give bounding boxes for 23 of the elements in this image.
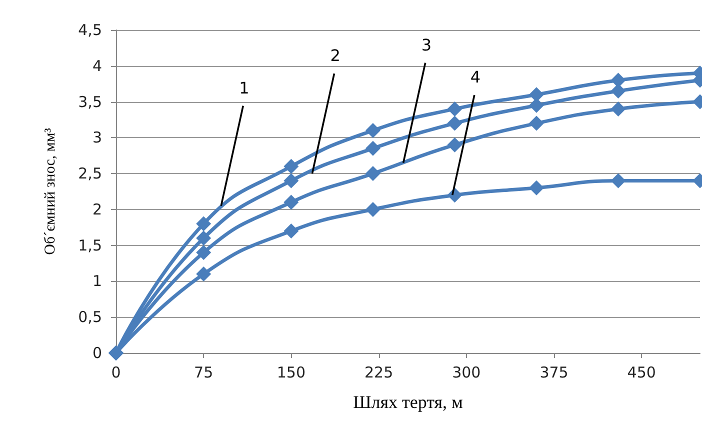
y-tick-label: 4,5: [78, 21, 102, 39]
y-tick-label: 2: [92, 200, 102, 218]
y-tick-label: 3,5: [78, 92, 102, 111]
annotation: 1: [239, 78, 250, 98]
y-tick-label: 1: [92, 272, 102, 290]
x-tick-label: 0: [111, 364, 121, 382]
x-tick-label: 300: [452, 364, 481, 382]
x-tick-label: 225: [364, 364, 394, 382]
y-axis-title: Об´ємний знос, мм³: [42, 128, 58, 255]
annotation: 2: [330, 46, 340, 66]
y-tick-label: 1,5: [78, 236, 102, 254]
x-tick-label: 375: [540, 364, 568, 382]
y-tick-label: 0: [92, 344, 102, 362]
x-tick-label: 450: [627, 364, 656, 382]
y-tick-label: 2,5: [78, 164, 102, 183]
annotation: 4: [470, 68, 481, 87]
x-tick-label: 150: [276, 364, 306, 382]
x-tick-label: 75: [194, 364, 214, 382]
y-tick-label: 4: [92, 56, 102, 75]
y-tick-label: 3: [92, 128, 102, 147]
x-axis-title: Шлях тертя, м: [353, 392, 463, 412]
annotation: 3: [421, 35, 432, 54]
y-tick-label: 0,5: [78, 308, 102, 326]
